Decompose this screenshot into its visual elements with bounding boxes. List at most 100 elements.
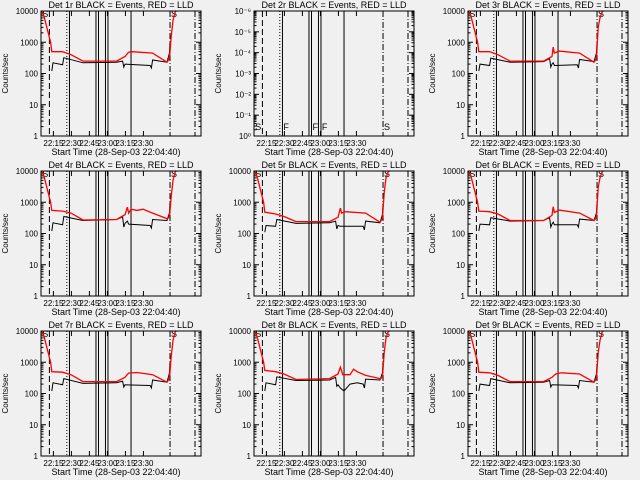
plot-frame: [467, 170, 629, 297]
y-tick-label: 1: [461, 132, 466, 141]
y-tick-label: 100: [238, 230, 252, 239]
y-tick-label: 10⁻⁶: [235, 7, 251, 16]
y-axis-label: Counts/sec: [214, 373, 223, 413]
y-tick-label: 100: [25, 70, 39, 79]
x-tick-label: 23:30: [133, 459, 154, 468]
panel-det-1: Det 1r BLACK = Events, RED = LLD 1 10 100 10…: [1, 0, 202, 157]
annotation-s: S: [42, 9, 48, 19]
y-tick-label: 10: [29, 421, 38, 430]
x-axis-label: Start Time (28-Sep-03 22:04:40): [478, 467, 607, 477]
x-axis-label: Start Time (28-Sep-03 22:04:40): [51, 307, 180, 317]
y-tick-label: 10: [242, 261, 251, 270]
panel-title: Det 4r BLACK = Events, RED = LLD: [48, 160, 194, 170]
x-axis-label: Start Time (28-Sep-03 22:04:40): [51, 467, 180, 477]
x-tick-label: 22:15: [43, 459, 64, 468]
y-tick-label: 100: [25, 390, 39, 399]
x-tick-label: 22:30: [274, 299, 295, 308]
x-tick-label: 22:45: [506, 459, 527, 468]
y-axis-label: Counts/sec: [428, 373, 437, 413]
lld-series-line: [467, 170, 604, 222]
x-tick-label: 23:00: [310, 459, 331, 468]
y-tick-label: 1000: [447, 358, 465, 367]
annotation-s: S: [384, 122, 390, 132]
lld-series-line: [253, 330, 390, 381]
events-series-line: [51, 42, 171, 72]
x-tick-label: 23:30: [560, 139, 581, 148]
y-tick-label: 100: [25, 230, 39, 239]
x-tick-label: 22:15: [470, 459, 491, 468]
y-tick-label: 10000: [16, 167, 39, 176]
y-axis-label: Counts/sec: [214, 53, 223, 93]
x-tick-label: 22:15: [256, 299, 277, 308]
y-axis-label: Counts/sec: [428, 213, 437, 253]
y-tick-label: 10⁻⁵: [235, 28, 251, 37]
x-tick-label: 23:15: [115, 139, 136, 148]
x-tick-label: 22:30: [61, 459, 82, 468]
annotation-f: F: [283, 122, 289, 132]
x-tick-label: 22:45: [292, 299, 313, 308]
events-series-line: [478, 202, 598, 232]
x-tick-label: 22:30: [61, 139, 82, 148]
y-tick-label: 10⁻¹: [235, 111, 251, 120]
x-axis-label: Start Time (28-Sep-03 22:04:40): [478, 147, 607, 157]
y-tick-label: 10⁰: [239, 132, 251, 141]
x-tick-label: 22:45: [292, 459, 313, 468]
x-tick-label: 23:30: [133, 299, 154, 308]
x-tick-label: 22:15: [256, 139, 277, 148]
annotation-s: S: [255, 122, 261, 132]
plot-frame: [253, 330, 415, 457]
panel-det-3: Det 3r BLACK = Events, RED = LLD 1 10 100 10…: [428, 0, 629, 157]
panel-det-9: Det 9r BLACK = Events, RED = LLD 1 10 100 10…: [428, 320, 629, 477]
x-tick-label: 22:15: [470, 299, 491, 308]
y-tick-label: 100: [452, 70, 466, 79]
plot-frame: [253, 170, 415, 297]
panel-det-6: Det 6r BLACK = Events, RED = LLD 1 10 100 10…: [428, 160, 629, 317]
y-tick-label: 1: [461, 452, 466, 461]
y-tick-label: 10000: [443, 167, 466, 176]
x-tick-label: 22:30: [274, 459, 295, 468]
x-tick-label: 23:00: [97, 459, 118, 468]
x-axis-label: Start Time (28-Sep-03 22:04:40): [478, 307, 607, 317]
y-tick-label: 10: [242, 421, 251, 430]
x-tick-label: 22:45: [79, 459, 100, 468]
x-tick-label: 23:30: [346, 299, 367, 308]
x-tick-label: 23:15: [115, 299, 136, 308]
plot-frame: [40, 170, 202, 297]
y-tick-label: 1000: [233, 198, 251, 207]
panel-det-4: Det 4r BLACK = Events, RED = LLD 1 10 100 10…: [1, 160, 202, 317]
plot-frame: [253, 10, 415, 137]
y-tick-label: 10: [456, 101, 465, 110]
y-tick-label: 1000: [233, 358, 251, 367]
panel-det-7: Det 7r BLACK = Events, RED = LLD 1 10 100 10…: [1, 320, 202, 477]
plot-frame: [467, 330, 629, 457]
x-tick-label: 23:15: [328, 139, 349, 148]
x-axis-label: Start Time (28-Sep-03 22:04:40): [264, 307, 393, 317]
x-tick-label: 22:45: [292, 139, 313, 148]
events-series-line: [478, 363, 598, 392]
panel-title: Det 9r BLACK = Events, RED = LLD: [475, 320, 621, 330]
annotation-s: S: [255, 169, 261, 179]
y-tick-label: 10: [456, 261, 465, 270]
panel-title: Det 2r BLACK = Events, RED = LLD: [261, 0, 407, 10]
y-tick-label: 10000: [229, 167, 252, 176]
x-tick-label: 22:30: [61, 299, 82, 308]
annotation-s: S: [42, 169, 48, 179]
y-tick-label: 1: [247, 292, 252, 301]
panel-title: Det 8r BLACK = Events, RED = LLD: [261, 320, 407, 330]
plot-frame: [467, 10, 629, 137]
x-tick-label: 22:45: [79, 139, 100, 148]
y-axis-label: Counts/sec: [428, 53, 437, 93]
panel-title: Det 5r BLACK = Events, RED = LLD: [261, 160, 407, 170]
x-tick-label: 23:30: [346, 139, 367, 148]
lld-series-line: [467, 10, 604, 64]
y-tick-label: 10000: [443, 327, 466, 336]
x-tick-label: 22:45: [506, 299, 527, 308]
panel-det-5: Det 5r BLACK = Events, RED = LLD 1 10 100 10…: [214, 160, 415, 317]
y-tick-label: 10⁻³: [235, 70, 251, 79]
panel-det-2: Det 2r BLACK = Events, RED = LLD 10⁰ 10⁻¹ 1…: [214, 0, 415, 157]
events-series-line: [264, 362, 384, 392]
y-tick-label: 10000: [229, 327, 252, 336]
y-tick-label: 10000: [443, 7, 466, 16]
y-axis-label: Counts/sec: [1, 213, 10, 253]
